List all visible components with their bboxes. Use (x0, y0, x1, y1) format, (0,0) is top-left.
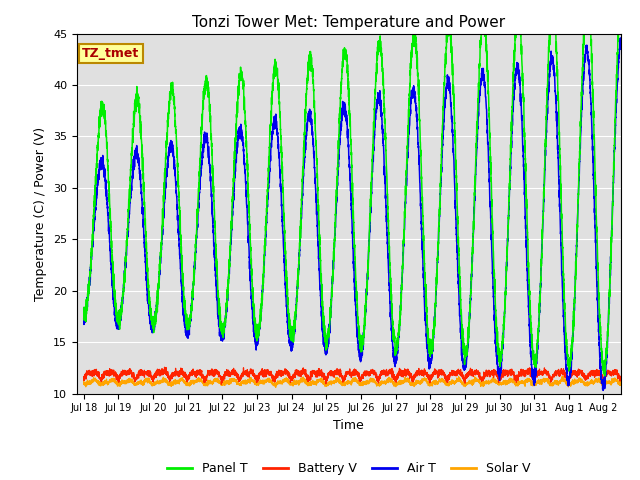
Air T (402, 192, 410, 198)
Panel T (522, 156, 529, 162)
Line: Battery V: Battery V (84, 367, 621, 384)
Battery V (80, 377, 88, 383)
Solar V (272, 384, 280, 390)
Line: Air T: Air T (84, 38, 621, 390)
Panel T (177, 244, 185, 250)
Solar V (429, 379, 437, 384)
Air T (429, 344, 437, 349)
Text: TZ_tmet: TZ_tmet (82, 47, 140, 60)
Battery V (161, 364, 168, 370)
Panel T (601, 373, 609, 379)
X-axis label: Time: Time (333, 419, 364, 432)
Air T (617, 36, 625, 41)
Solar V (559, 373, 567, 379)
Solar V (402, 377, 410, 383)
Solar V (617, 382, 625, 387)
Solar V (177, 376, 185, 382)
Battery V (402, 370, 410, 376)
Panel T (80, 306, 88, 312)
Panel T (481, 22, 488, 28)
Battery V (617, 377, 625, 383)
Air T (80, 316, 88, 322)
Panel T (285, 311, 292, 316)
Air T (285, 330, 292, 336)
Air T (177, 280, 185, 286)
Solar V (285, 378, 293, 384)
Battery V (481, 371, 488, 376)
Legend: Panel T, Battery V, Air T, Solar V: Panel T, Battery V, Air T, Solar V (163, 457, 535, 480)
Panel T (429, 336, 437, 342)
Battery V (285, 370, 293, 376)
Air T (522, 216, 529, 222)
Line: Panel T: Panel T (84, 0, 621, 376)
Solar V (481, 380, 488, 385)
Solar V (80, 379, 88, 384)
Line: Solar V: Solar V (84, 376, 621, 387)
Air T (481, 79, 488, 85)
Y-axis label: Temperature (C) / Power (V): Temperature (C) / Power (V) (35, 127, 47, 300)
Battery V (429, 372, 437, 377)
Title: Tonzi Tower Met: Temperature and Power: Tonzi Tower Met: Temperature and Power (192, 15, 506, 30)
Battery V (522, 372, 529, 378)
Panel T (402, 188, 410, 193)
Solar V (522, 379, 529, 384)
Battery V (218, 381, 225, 387)
Air T (599, 387, 607, 393)
Battery V (177, 372, 185, 377)
